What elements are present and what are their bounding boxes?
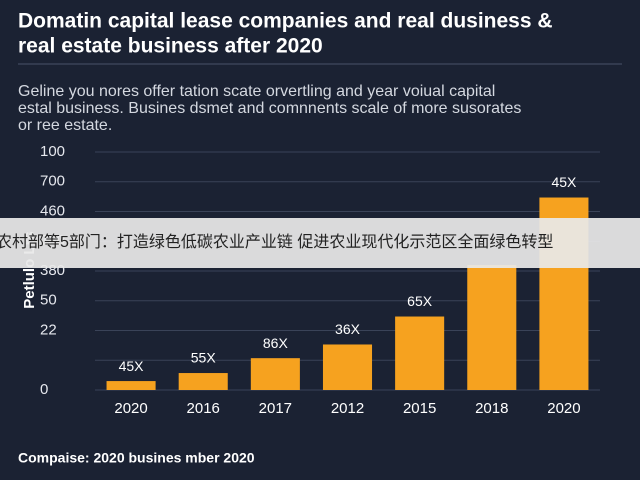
- x-tick-label: 2012: [331, 400, 364, 417]
- x-tick-label: 2020: [547, 400, 580, 417]
- bar: [322, 344, 373, 390]
- y-tick-label: 460: [40, 202, 65, 219]
- x-tick-label: 2020: [114, 400, 147, 417]
- bar-label: 86X: [263, 335, 289, 351]
- bar: [178, 373, 228, 390]
- bar-label: 45X: [119, 358, 145, 374]
- y-tick-label: 22: [40, 321, 57, 338]
- bar: [106, 381, 156, 390]
- bar: [467, 265, 517, 390]
- y-tick-label: 700: [40, 173, 65, 190]
- x-tick-label: 2018: [475, 400, 508, 417]
- y-tick-label: 100: [40, 143, 65, 160]
- subtitle: or ree estate.: [18, 117, 112, 134]
- chart-title: real estate business after 2020: [18, 35, 323, 58]
- subtitle: estal business. Busines dsmet and comnne…: [18, 100, 521, 117]
- subtitle: Geline you nores offer tation scate orve…: [18, 83, 495, 100]
- bar-label: 36X: [335, 321, 361, 337]
- x-tick-label: 2015: [403, 400, 436, 417]
- bar: [395, 316, 445, 390]
- x-tick-label: 2017: [259, 400, 292, 417]
- bar: [250, 358, 300, 390]
- y-tick-label: 50: [40, 292, 57, 309]
- footer: Compaise: 2020 busines mber 2020: [18, 450, 255, 466]
- overlay-banner-text: 农村部等5部门：打造绿色低碳农业产业链 促进农业现代化示范区全面绿色转型: [0, 233, 553, 251]
- x-tick-label: 2016: [187, 400, 220, 417]
- bar-label: 65X: [407, 293, 433, 309]
- bar-label: 45X: [551, 174, 577, 190]
- overlay-banner: [0, 218, 640, 268]
- bar-label: 55X: [191, 350, 217, 366]
- chart-title: Domatin capital lease companies and real…: [18, 10, 553, 33]
- y-tick-label: 0: [40, 381, 48, 398]
